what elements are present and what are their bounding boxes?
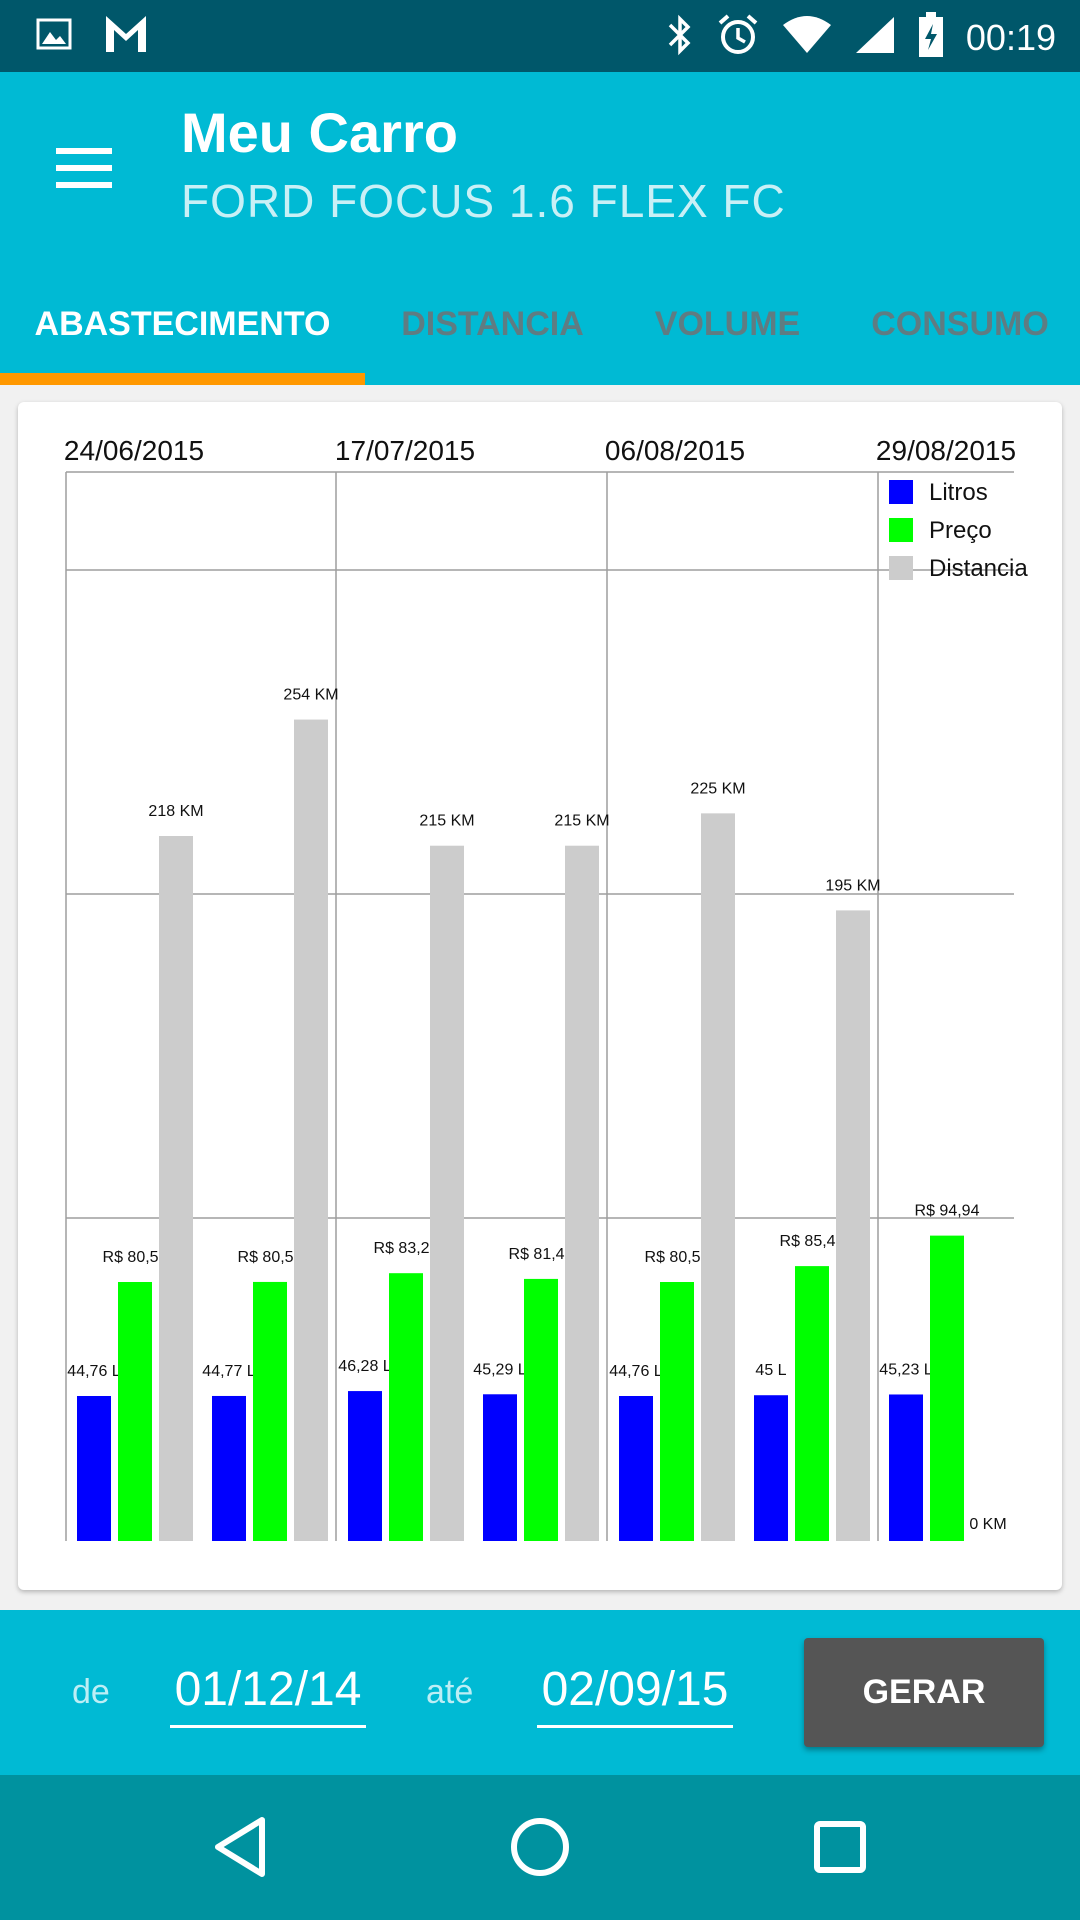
car-model-subtitle: FORD FOCUS 1.6 FLEX FC (181, 175, 786, 227)
active-tab-indicator (0, 373, 365, 385)
tab-distancia[interactable]: DISTANCIA (401, 305, 584, 343)
data-label: 45 L (755, 1362, 786, 1379)
to-date-field[interactable]: 02/09/15 (537, 1660, 733, 1728)
bar-litros (348, 1391, 382, 1541)
app-bar: Meu Carro FORD FOCUS 1.6 FLEX FC ABASTEC… (0, 72, 1080, 385)
tab-consumo[interactable]: CONSUMO (871, 305, 1049, 343)
bar-preco (389, 1273, 423, 1541)
data-label: 45,23 L (879, 1361, 932, 1378)
clock-time: 00:19 (965, 16, 1056, 58)
data-label: 225 KM (690, 780, 745, 797)
wifi-icon (782, 15, 832, 60)
data-label: 44,76 L (609, 1363, 662, 1380)
date-filter-bar: de 01/12/14 até 02/09/15 GERAR (0, 1610, 1080, 1775)
bar-distancia (565, 845, 599, 1541)
tab-abastecimento[interactable]: ABASTECIMENTO (34, 305, 331, 343)
bar-preco (660, 1282, 694, 1541)
tab-bar: ABASTECIMENTO DISTANCIA VOLUME CONSUMO (0, 262, 1080, 385)
data-label: 195 KM (825, 877, 880, 894)
legend-swatch (889, 556, 913, 580)
to-label: até (426, 1673, 474, 1711)
bar-distancia (159, 836, 193, 1541)
data-label: R$ 80,54 (238, 1249, 303, 1266)
bluetooth-icon (666, 13, 694, 62)
data-label: R$ 81,48 (509, 1246, 574, 1263)
hamburger-menu-icon[interactable] (48, 132, 120, 204)
legend-label: Litros (929, 479, 988, 506)
bar-litros (754, 1395, 788, 1541)
data-label: R$ 85,46 (780, 1233, 845, 1250)
app-title: Meu Carro (181, 101, 458, 164)
from-label: de (72, 1673, 110, 1711)
image-icon (36, 16, 72, 57)
legend-swatch (889, 480, 913, 504)
data-label: R$ 94,94 (915, 1203, 980, 1220)
status-bar: 00:19 (0, 0, 1080, 72)
data-label: 44,76 L (67, 1363, 120, 1380)
bar-preco (253, 1281, 287, 1541)
data-label: 218 KM (148, 803, 203, 820)
bar-litros (889, 1394, 923, 1541)
data-label: 215 KM (554, 813, 609, 830)
data-label: R$ 80,52 (103, 1249, 168, 1266)
back-icon[interactable] (190, 1797, 290, 1897)
generate-button[interactable]: GERAR (804, 1638, 1044, 1747)
gmail-icon (104, 14, 148, 59)
bar-preco (795, 1266, 829, 1541)
signal-icon (854, 15, 896, 60)
navigation-bar (0, 1775, 1080, 1920)
data-label: R$ 83,26 (374, 1240, 439, 1257)
bar-litros (619, 1396, 653, 1541)
data-label: 46,28 L (338, 1358, 391, 1375)
tab-volume[interactable]: VOLUME (654, 305, 801, 343)
data-label: R$ 80,52 (645, 1249, 710, 1266)
x-tick-label: 17/07/2015 (335, 435, 475, 466)
data-label: 215 KM (419, 813, 474, 830)
battery-charging-icon (918, 12, 944, 63)
bar-distancia (430, 845, 464, 1541)
data-label: 0 KM (969, 1516, 1006, 1533)
bar-preco (524, 1278, 558, 1541)
bar-litros (483, 1394, 517, 1541)
bar-preco (118, 1282, 152, 1541)
recents-icon[interactable] (790, 1797, 890, 1897)
bar-litros (77, 1396, 111, 1541)
data-label: 45,29 L (473, 1361, 526, 1378)
x-tick-label: 24/06/2015 (64, 435, 204, 466)
bar-distancia (294, 719, 328, 1541)
bar-litros (212, 1395, 246, 1541)
fuel-chart: 24/06/2015 17/07/2015 06/08/2015 29/08/2015… (64, 435, 1028, 1541)
alarm-icon (716, 13, 760, 62)
data-label: 44,77 L (202, 1363, 255, 1380)
legend-label: Distancia (929, 555, 1028, 582)
x-tick-label: 06/08/2015 (605, 435, 745, 466)
bar-preco (930, 1235, 964, 1541)
from-date-field[interactable]: 01/12/14 (170, 1660, 366, 1728)
legend-swatch (889, 518, 913, 542)
bar-distancia (701, 813, 735, 1541)
data-label: 254 KM (283, 687, 338, 704)
home-icon[interactable] (490, 1797, 590, 1897)
bar-distancia (836, 910, 870, 1541)
legend-label: Preço (929, 517, 992, 544)
x-tick-label: 29/08/2015 (876, 435, 1016, 466)
